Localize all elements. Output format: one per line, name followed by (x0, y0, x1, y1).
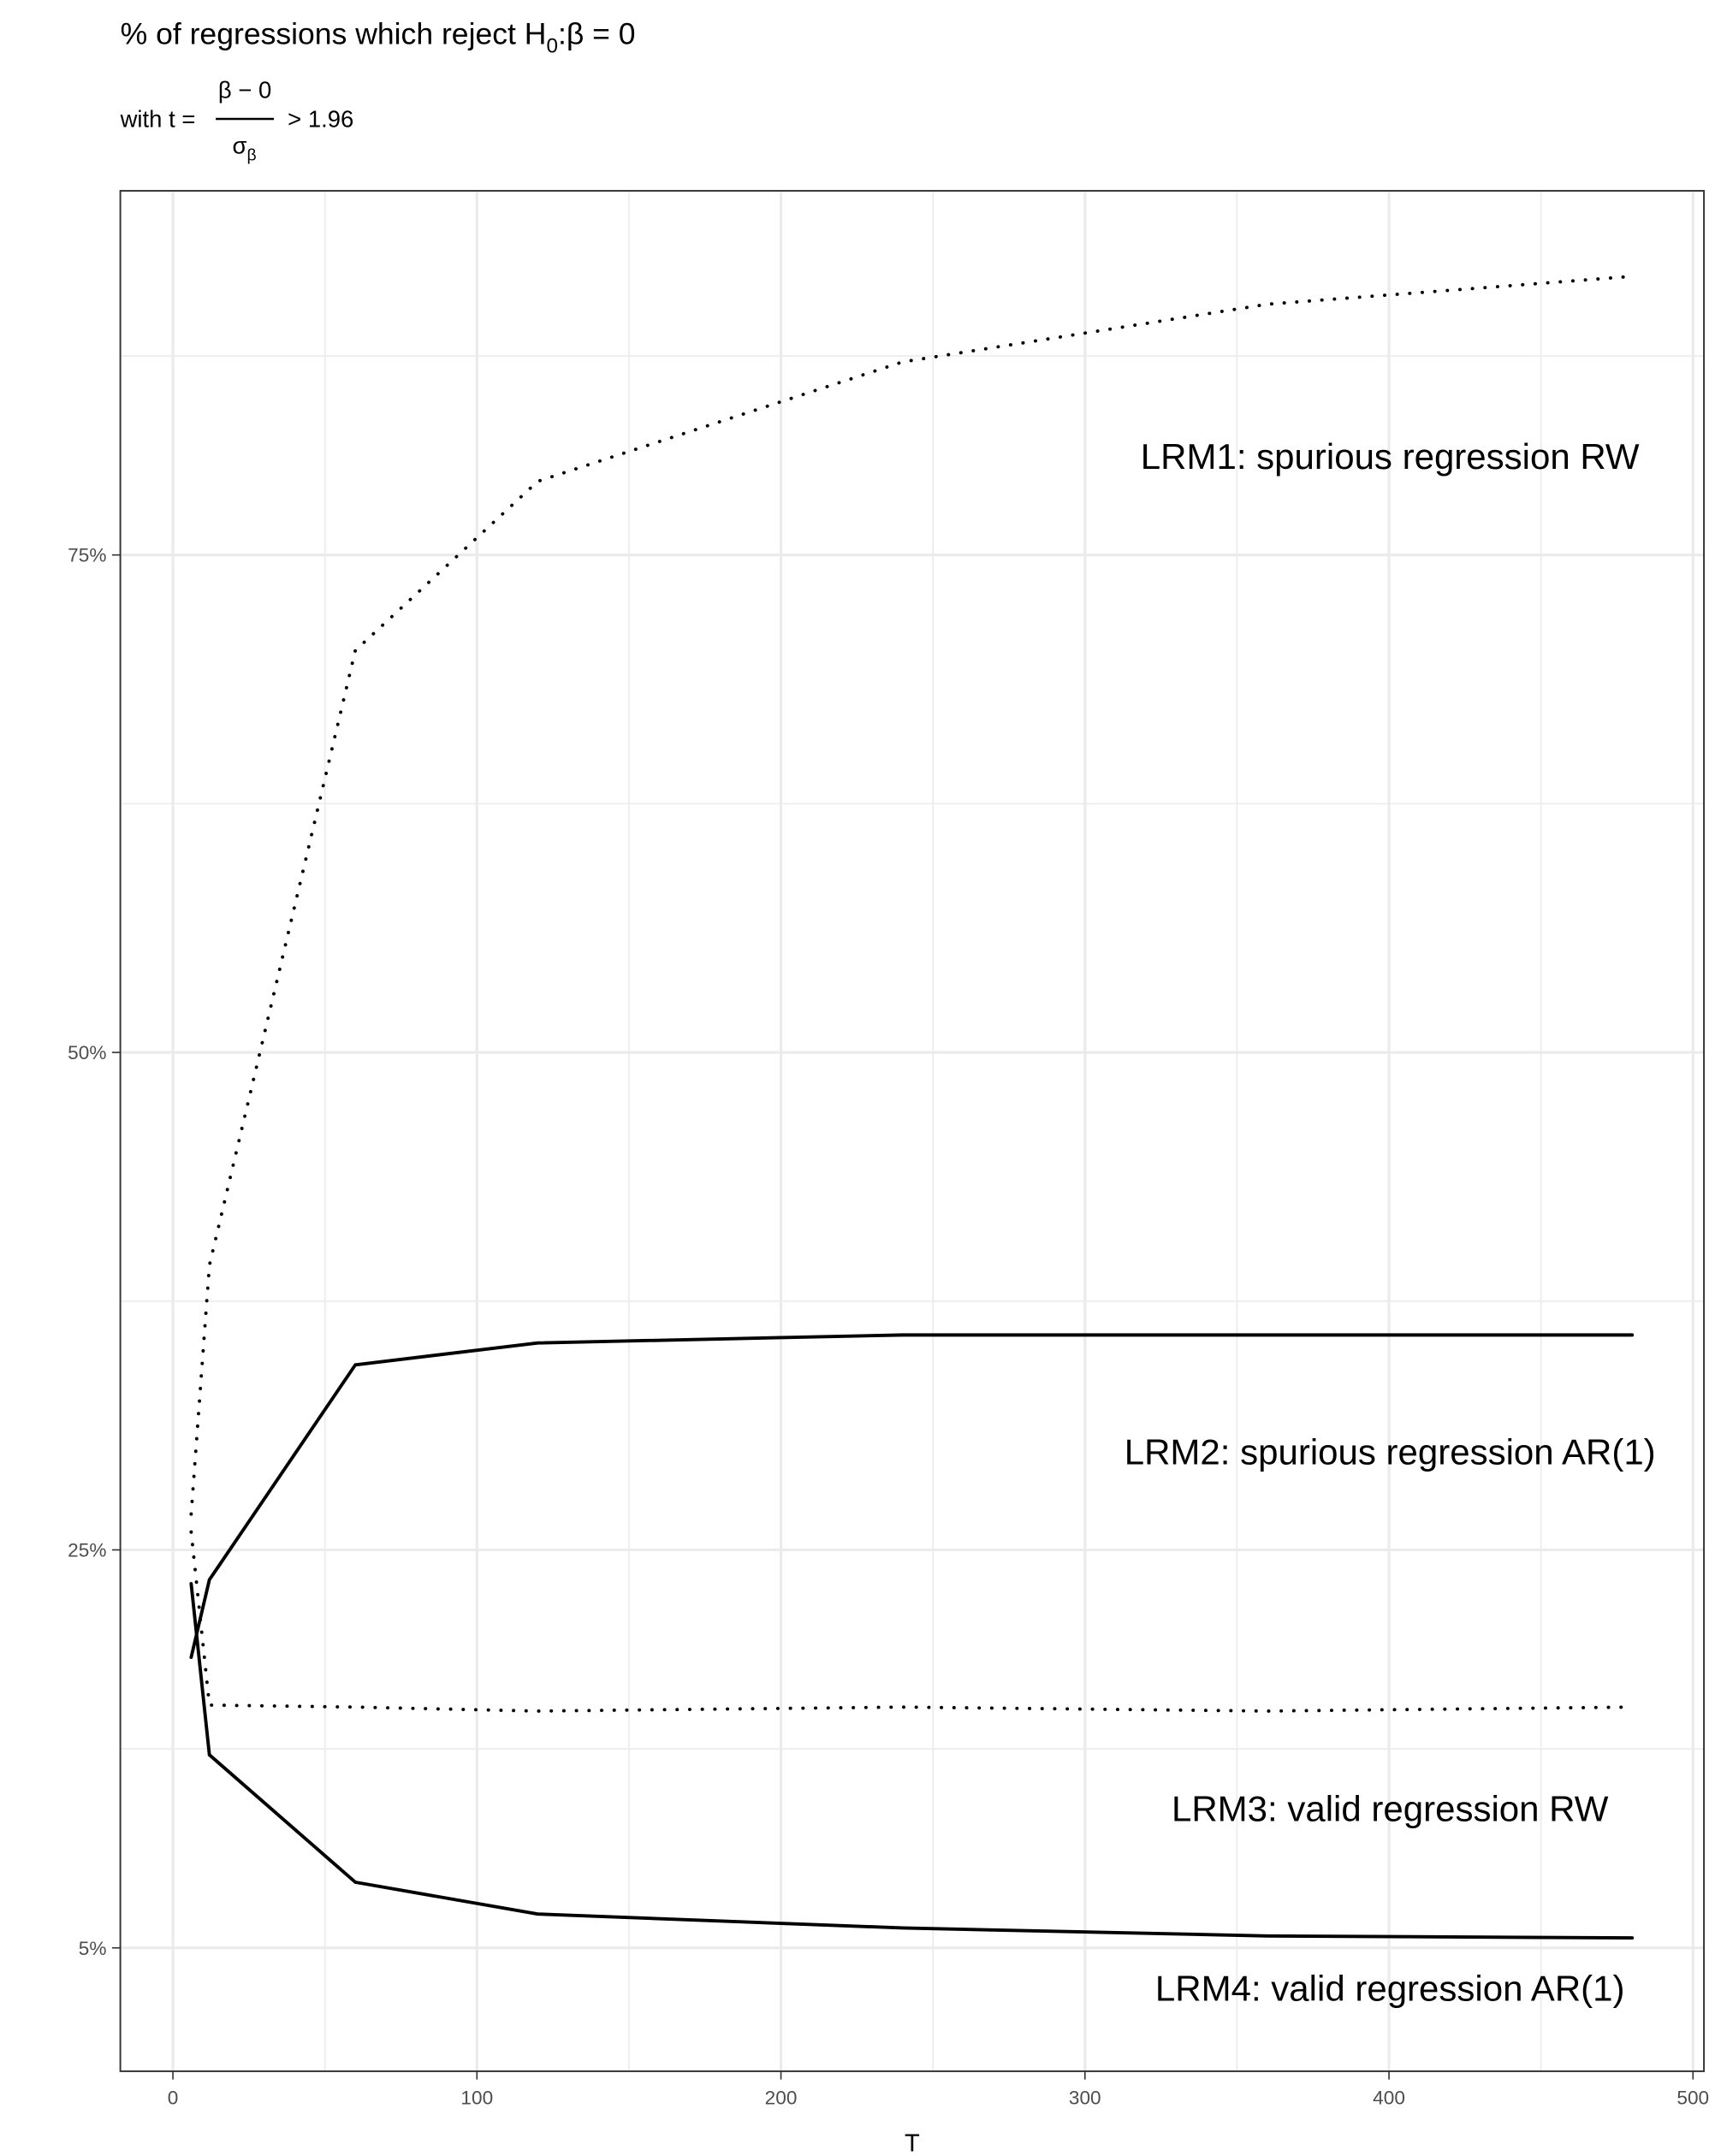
x-tick-label: 0 (168, 2088, 179, 2109)
x-tick-label: 400 (1373, 2088, 1405, 2109)
subtitle-lead: with t = (120, 106, 196, 133)
x-tick-label: 100 (460, 2088, 493, 2109)
series-line (189, 1582, 1635, 1940)
x-tick-label: 500 (1676, 2088, 1709, 2109)
x-tick-label: 300 (1069, 2088, 1101, 2109)
series-line (189, 1333, 1635, 1660)
title-text: % of regressions which reject H (121, 17, 547, 51)
title-subscript: 0 (546, 34, 557, 57)
sigma: σ (233, 132, 247, 158)
subtitle-denominator: σβ (233, 132, 257, 164)
titles: % of regressions which reject H0:β = 0 w… (120, 17, 636, 165)
series-label: LRM2: spurious regression AR(1) (1125, 1431, 1656, 1472)
subtitle-numerator: β − 0 (218, 77, 271, 104)
panel-border (119, 190, 1706, 2072)
title-text: :β = 0 (558, 17, 636, 51)
series-label: LRM3: valid regression RW (1172, 1788, 1609, 1828)
x-axis-label: T (905, 2130, 920, 2156)
series-label: LRM4: valid regression AR(1) (1155, 1969, 1625, 2009)
subtitle-tail: > 1.96 (288, 106, 353, 133)
y-tick-label: 25% (68, 1540, 106, 1561)
y-tick-label: 75% (68, 545, 106, 566)
series-line (189, 1530, 1635, 1713)
y-tick-label: 50% (68, 1042, 106, 1063)
series-label: LRM1: spurious regression RW (1141, 436, 1640, 477)
chart-title: % of regressions which reject H0:β = 0 (121, 17, 636, 58)
sigma-subscript: β (246, 145, 256, 164)
x-tick-label: 200 (765, 2088, 798, 2109)
y-tick-label: 5% (79, 1938, 107, 1959)
